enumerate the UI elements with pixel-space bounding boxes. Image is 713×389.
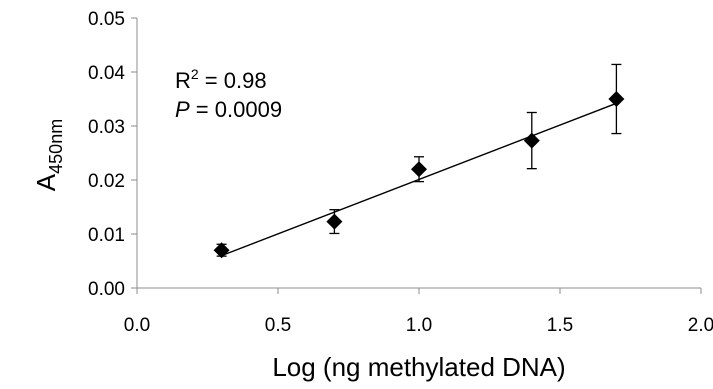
y-tick-label: 0.00 — [88, 279, 125, 300]
r-squared-superscript: 2 — [191, 66, 199, 82]
y-tick-labels: 0.00 0.01 0.02 0.03 0.04 0.05 — [88, 9, 125, 300]
p-value-value: = 0.0009 — [190, 97, 282, 122]
error-bars — [216, 63, 622, 257]
x-tick-label: 0.0 — [124, 315, 150, 336]
data-point — [326, 213, 343, 230]
r-squared-value: = 0.98 — [199, 68, 267, 93]
y-tick-label: 0.01 — [88, 225, 125, 246]
x-tick-label: 1.5 — [547, 315, 573, 336]
r-squared-label: R — [175, 68, 191, 93]
data-points — [213, 91, 625, 259]
data-point — [608, 91, 625, 107]
p-value-annotation: P = 0.0009 — [175, 97, 282, 122]
x-tick-label: 2.0 — [688, 315, 713, 336]
r-squared-annotation: R2 = 0.98 — [175, 66, 267, 93]
x-tick-labels: 0.0 0.5 1.0 1.5 2.0 — [124, 315, 713, 336]
x-tick-label: 1.0 — [406, 315, 432, 336]
x-tick-label: 0.5 — [265, 315, 291, 336]
y-axis-title-main: A — [31, 173, 61, 191]
tick-marks — [131, 17, 702, 294]
y-tick-label: 0.02 — [88, 171, 125, 192]
data-point — [523, 132, 540, 149]
y-tick-label: 0.03 — [88, 117, 125, 138]
y-axis-title-subscript: 450nm — [46, 119, 66, 174]
y-tick-label: 0.05 — [88, 9, 125, 30]
data-point — [411, 161, 427, 178]
x-axis-title: Log (ng methylated DNA) — [272, 352, 565, 382]
y-axis-title: A450nm — [31, 119, 66, 191]
y-tick-label: 0.04 — [88, 63, 125, 84]
data-point — [213, 242, 230, 259]
p-value-label: P — [175, 97, 190, 122]
